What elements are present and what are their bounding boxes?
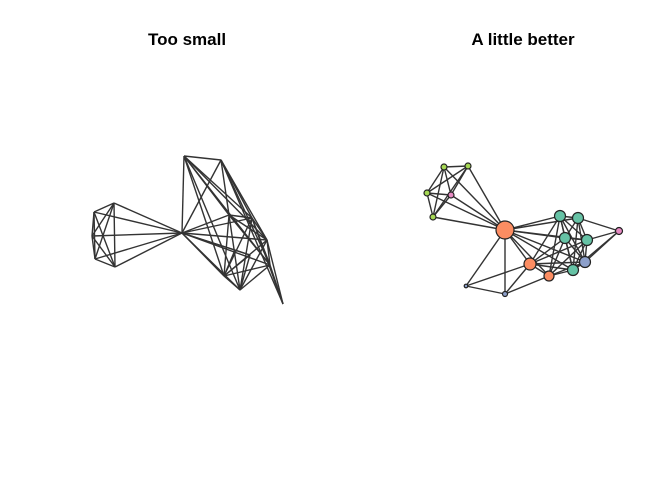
network-edge bbox=[181, 214, 230, 234]
network-edge bbox=[183, 155, 253, 219]
network-edge bbox=[432, 166, 445, 218]
network-edge bbox=[529, 237, 566, 265]
network-edge bbox=[113, 202, 183, 234]
network-edge bbox=[269, 264, 284, 305]
network-edge bbox=[432, 216, 506, 231]
network-edge bbox=[93, 211, 183, 234]
network-node bbox=[566, 263, 580, 277]
network-node bbox=[447, 191, 455, 199]
network-graph-a-little-better bbox=[423, 162, 624, 298]
network-edge bbox=[181, 232, 241, 291]
network-edge bbox=[94, 232, 183, 260]
network-edge bbox=[443, 166, 452, 196]
network-edge bbox=[183, 155, 222, 161]
network-edge bbox=[94, 202, 115, 260]
network-edge bbox=[465, 263, 531, 287]
network-edge bbox=[91, 235, 116, 268]
network-edge bbox=[251, 217, 268, 241]
network-edge bbox=[183, 155, 225, 277]
network-edge bbox=[443, 166, 506, 231]
network-edge bbox=[223, 254, 251, 277]
network-edge bbox=[220, 159, 284, 305]
network-edge bbox=[93, 211, 116, 268]
network-edge bbox=[529, 263, 574, 271]
network-edge bbox=[183, 155, 241, 291]
network-edge bbox=[239, 239, 268, 291]
network-edge bbox=[529, 261, 586, 265]
network-edge bbox=[426, 166, 445, 194]
network-edge bbox=[426, 165, 469, 194]
network-edge bbox=[443, 165, 469, 168]
network-edge bbox=[181, 217, 253, 234]
network-edge bbox=[91, 235, 96, 260]
network-edge bbox=[465, 285, 506, 295]
network-edge bbox=[504, 229, 550, 277]
network-edge bbox=[114, 232, 183, 268]
network-edge bbox=[183, 155, 268, 241]
network-edge bbox=[572, 217, 579, 271]
network-edge bbox=[93, 202, 115, 213]
network-node bbox=[501, 290, 509, 298]
network-node bbox=[440, 163, 448, 171]
network-edge bbox=[577, 217, 620, 232]
network-edge bbox=[228, 214, 253, 219]
network-edge bbox=[426, 192, 506, 231]
network-edge bbox=[239, 264, 271, 291]
network-node bbox=[580, 233, 594, 247]
network-node bbox=[543, 270, 555, 282]
network-node bbox=[429, 213, 437, 221]
network-node bbox=[578, 255, 592, 269]
network-edge bbox=[228, 214, 271, 266]
network-edge bbox=[426, 192, 452, 196]
network-edge bbox=[450, 194, 506, 231]
network-edge bbox=[529, 239, 588, 265]
network-edge bbox=[223, 264, 271, 277]
network-edge bbox=[432, 194, 452, 218]
network-edge bbox=[266, 239, 284, 305]
network-node bbox=[463, 283, 469, 289]
network-edge bbox=[504, 217, 579, 231]
panel-title-a-little-better: A little better bbox=[471, 30, 575, 49]
network-edge bbox=[220, 159, 268, 241]
network-edge bbox=[94, 258, 116, 268]
network-graph-too-small bbox=[91, 155, 284, 305]
network-node bbox=[464, 162, 472, 170]
network-edge bbox=[467, 165, 506, 231]
network-edge bbox=[220, 159, 271, 266]
network-edge bbox=[91, 232, 183, 237]
network-edge bbox=[234, 249, 251, 256]
network-node bbox=[614, 226, 624, 236]
network-node bbox=[423, 189, 431, 197]
network-edge bbox=[548, 239, 588, 277]
network-edge bbox=[220, 159, 230, 216]
network-edge bbox=[223, 214, 230, 277]
network-edge bbox=[223, 249, 236, 277]
network-edge bbox=[223, 275, 241, 291]
network-edge bbox=[426, 192, 434, 218]
network-node bbox=[558, 231, 572, 245]
network-edge bbox=[181, 155, 185, 234]
network-node bbox=[553, 209, 567, 223]
network-edge bbox=[251, 217, 271, 266]
network-edge bbox=[239, 254, 251, 291]
network-edge bbox=[548, 237, 566, 277]
network-edge bbox=[465, 229, 506, 287]
network-node bbox=[495, 220, 515, 240]
network-node bbox=[571, 211, 585, 225]
network-edge bbox=[504, 229, 586, 263]
network-edge bbox=[529, 215, 561, 265]
panel-title-too-small: Too small bbox=[147, 30, 227, 49]
network-node bbox=[523, 257, 537, 271]
network-edge bbox=[91, 202, 115, 237]
network-edge bbox=[504, 275, 550, 295]
network-edge bbox=[181, 232, 268, 241]
